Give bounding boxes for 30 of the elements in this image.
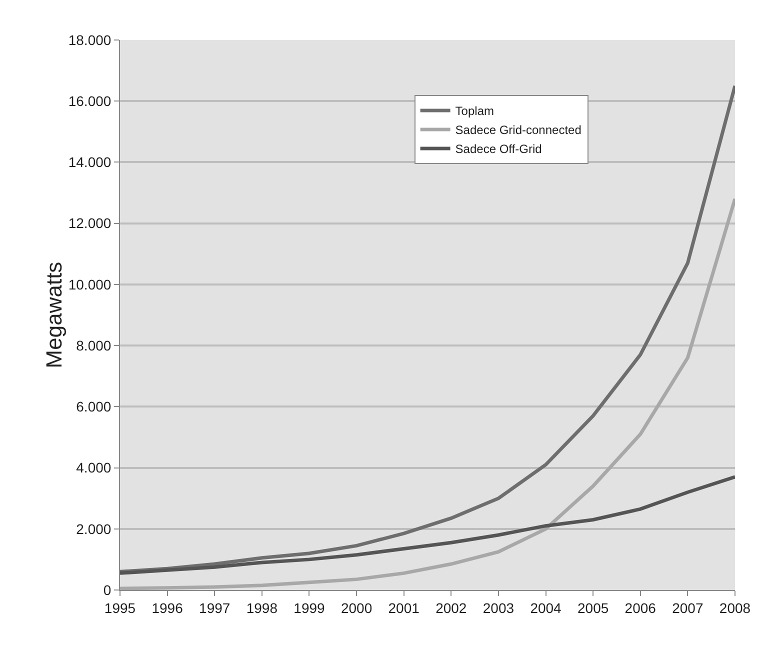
- x-tick-label: 2002: [436, 600, 467, 616]
- y-tick-label: 18.000: [68, 32, 112, 48]
- x-tick-label: 1999: [294, 600, 326, 616]
- legend-label: Sadece Off-Grid: [455, 142, 542, 156]
- x-tick-label: 1998: [246, 600, 278, 616]
- x-tick-label: 2000: [340, 600, 372, 616]
- y-tick-label: 8.000: [76, 337, 112, 354]
- y-tick-label: 4.000: [76, 460, 112, 476]
- y-tick-label: 0: [103, 582, 112, 598]
- x-tick-label: 2008: [719, 600, 751, 616]
- x-tick-label: 1996: [152, 600, 184, 616]
- line-series: [120, 84, 735, 574]
- x-tick-label: 2003: [482, 600, 514, 616]
- y-tick-label: 6.000: [76, 398, 112, 415]
- y-tick-label: 10.000: [68, 276, 112, 292]
- x-tick-label: 2005: [578, 600, 609, 616]
- x-tick-label: 1997: [199, 600, 230, 616]
- y-tick-label: 16.000: [68, 93, 112, 110]
- x-tick-label: 2006: [624, 600, 656, 616]
- x-tick-label: 2004: [530, 600, 562, 616]
- line-series: [120, 475, 735, 575]
- y-axis-title: Megawatts: [41, 262, 66, 368]
- legend-label: Toplam: [455, 104, 494, 118]
- y-tick-label: 2.000: [76, 520, 112, 537]
- x-tick-label: 2007: [672, 600, 704, 616]
- y-tick-label: 14.000: [68, 154, 112, 170]
- x-tick-label: 1995: [104, 600, 136, 616]
- legend-label: Sadece Grid-connected: [455, 123, 582, 138]
- y-tick-label: 12.000: [68, 215, 112, 232]
- x-tick-label: 2001: [388, 600, 420, 616]
